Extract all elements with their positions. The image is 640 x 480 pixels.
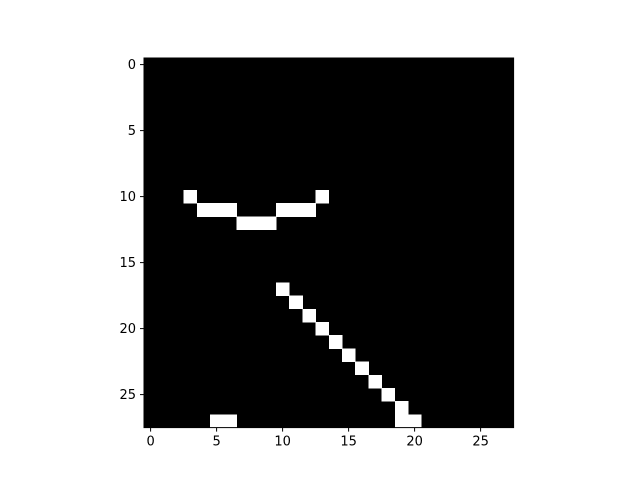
heatmap-cell [223, 414, 237, 428]
heatmap-cell [249, 216, 264, 230]
heatmap-cell [315, 322, 330, 336]
heatmap-cell [302, 203, 316, 217]
y-tick-label: 5 [128, 124, 136, 139]
heatmap-cell [289, 295, 303, 310]
x-tick-label: 15 [340, 435, 357, 450]
heatmap-cell [394, 414, 409, 428]
y-axis: 0 5 10 15 20 25 [119, 58, 144, 403]
heatmap-cell [394, 401, 409, 415]
heatmap-cell [210, 414, 224, 428]
heatmap-cell [210, 203, 224, 217]
heatmap-cell [276, 203, 290, 217]
y-tick-label: 10 [119, 190, 136, 205]
y-tick-label: 20 [119, 322, 136, 337]
heatmap-cell [368, 374, 382, 389]
y-tick-label: 15 [119, 256, 136, 271]
heatmap-cell [381, 388, 396, 402]
heatmap-cell [315, 190, 330, 204]
plot-area [143, 57, 515, 429]
heatmap-cell [236, 216, 250, 230]
x-axis: 0 5 10 15 20 25 [146, 427, 489, 450]
heatmap-cell [196, 203, 211, 217]
heatmap-cell [328, 335, 343, 349]
axes-frame [143, 57, 515, 429]
heatmap-background [144, 58, 514, 428]
heatmap-cell [342, 348, 356, 362]
heatmap-cell [183, 190, 198, 204]
heatmap-cells [183, 190, 422, 428]
x-tick-label: 20 [406, 435, 423, 450]
x-tick-label: 5 [212, 435, 220, 450]
heatmap-cell [355, 361, 369, 376]
x-tick-label: 25 [472, 435, 489, 450]
x-tick-label: 10 [274, 435, 291, 450]
y-tick-label: 0 [128, 58, 136, 73]
y-tick-label: 25 [119, 388, 136, 403]
heatmap-cell [223, 203, 237, 217]
x-tick-label: 0 [146, 435, 154, 450]
heatmap-cell [302, 308, 316, 323]
heatmap-cell [262, 216, 277, 230]
heatmap-cell [408, 414, 422, 428]
heatmap-cell [276, 282, 290, 296]
heatmap-cell [289, 203, 303, 217]
